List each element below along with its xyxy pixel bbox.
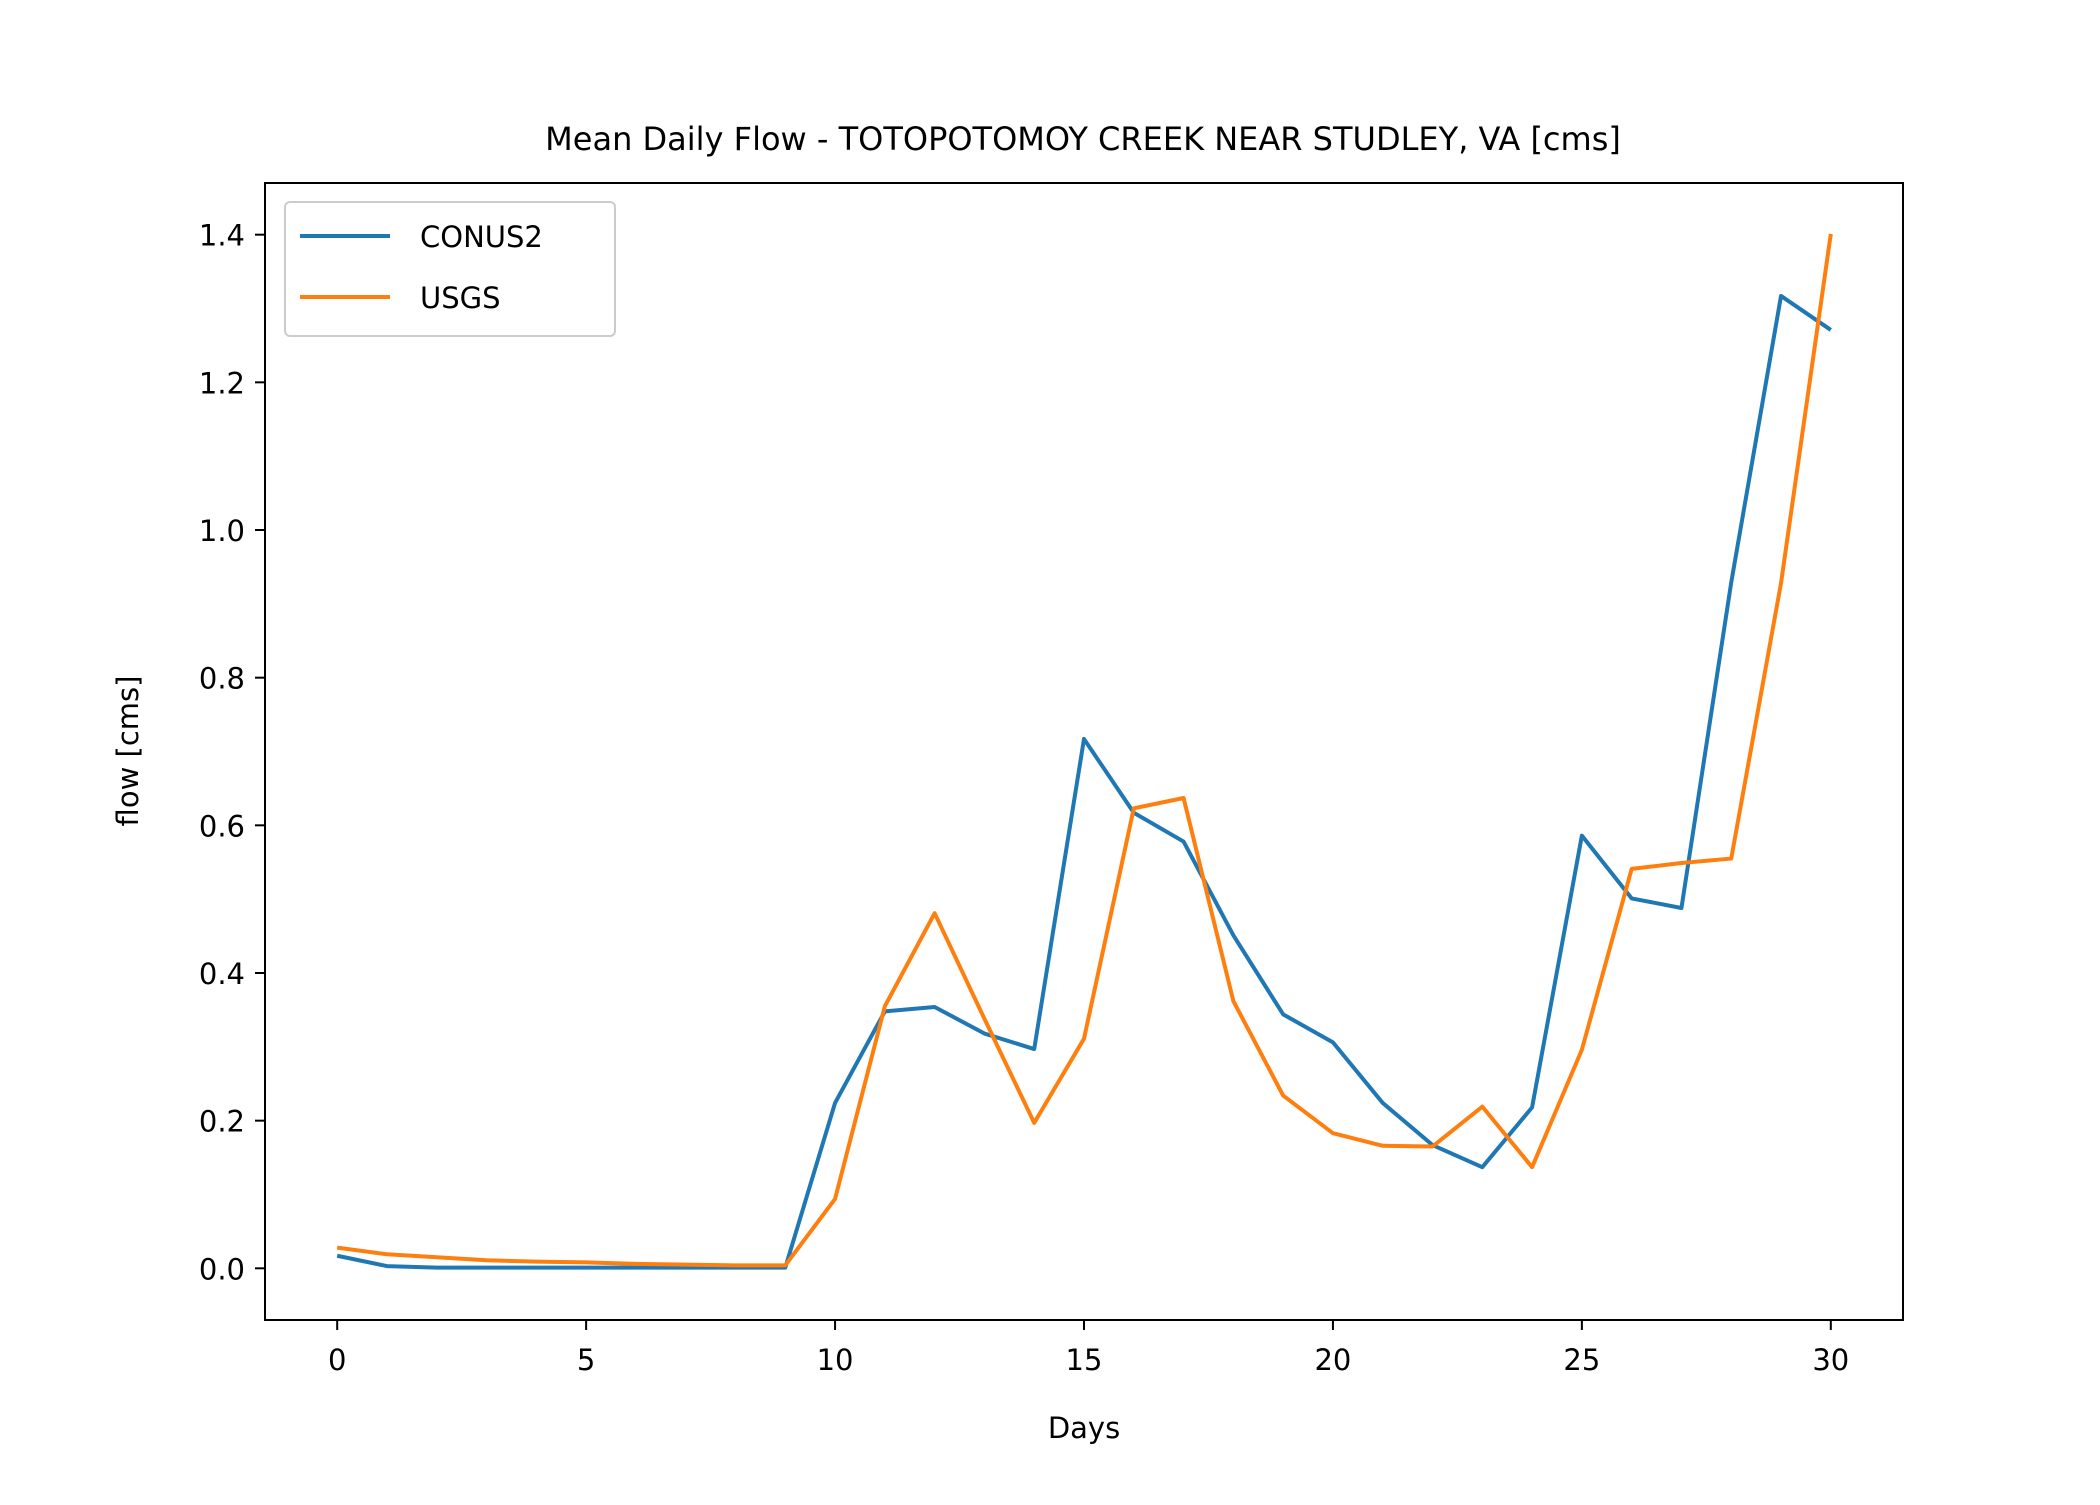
axis-ticks: 0 5 10 15 20 25 30 0.0 0.2 0.4 0.6 0.8 1.0 1.2 1.4 <box>199 219 1849 1377</box>
x-tick-label: 15 <box>1066 1343 1103 1377</box>
x-tick-label: 30 <box>1812 1343 1849 1377</box>
series-line-conus2 <box>336 293 1832 1270</box>
chart-title: Mean Daily Flow - TOTOPOTOMOY CREEK NEAR… <box>545 120 1621 158</box>
y-tick-label: 0.2 <box>199 1105 245 1139</box>
plot-area-frame <box>264 182 1904 1321</box>
y-axis-label: flow [cms] <box>111 676 145 827</box>
series-lines <box>336 233 1833 1270</box>
y-tick-label: 1.2 <box>199 366 245 400</box>
legend-label-usgs: USGS <box>420 281 501 315</box>
x-tick-label: 25 <box>1563 1343 1600 1377</box>
y-tick-label: 1.4 <box>199 219 245 253</box>
y-tick-label: 0.0 <box>199 1252 245 1286</box>
y-tick-label: 0.6 <box>199 809 245 843</box>
x-axis-label: Days <box>1048 1411 1120 1445</box>
y-tick-label: 1.0 <box>199 514 245 548</box>
x-tick-label: 10 <box>817 1343 854 1377</box>
y-tick-label: 0.8 <box>199 662 245 696</box>
legend-label-conus2: CONUS2 <box>420 220 543 254</box>
y-tick-label: 0.4 <box>199 957 245 991</box>
x-tick-label: 0 <box>328 1343 346 1377</box>
series-line-usgs <box>336 233 1833 1268</box>
x-tick-label: 20 <box>1314 1343 1351 1377</box>
legend: CONUS2 USGS <box>284 201 616 337</box>
x-tick-label: 5 <box>577 1343 595 1377</box>
